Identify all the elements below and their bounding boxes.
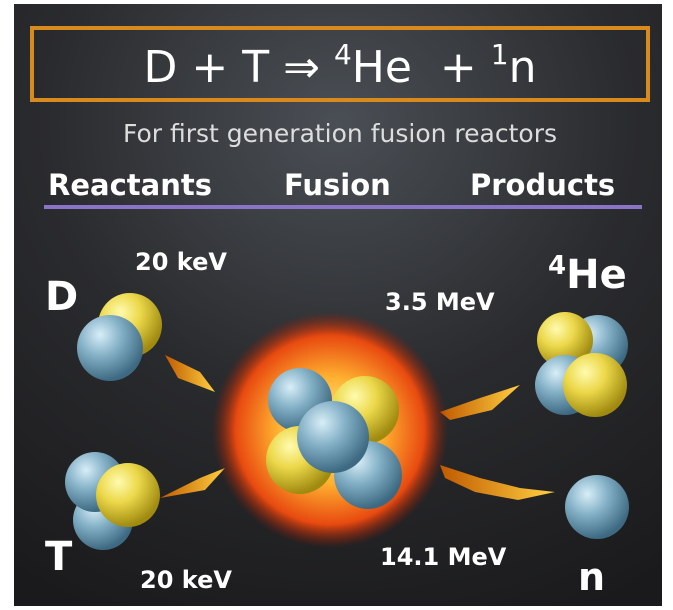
t-label: T — [45, 534, 73, 580]
header: Reactants — [48, 168, 212, 202]
header: Products — [470, 168, 615, 202]
text-part: He + — [352, 42, 491, 93]
text-part: D + T ⇒ — [144, 42, 334, 93]
deuterium — [77, 293, 162, 381]
text-part: He — [566, 252, 627, 298]
t-energy: 20 keV — [140, 566, 232, 594]
d-energy: 20 keV — [135, 248, 227, 276]
d-label: D — [45, 274, 78, 320]
he-energy: 3.5 MeV — [385, 288, 495, 316]
n-energy: 14.1 MeV — [380, 543, 507, 571]
subtitle: For first generation fusion reactors — [123, 119, 557, 148]
n-label: n — [578, 555, 605, 599]
neutron — [565, 475, 629, 539]
he-label: 4He — [548, 251, 627, 298]
header: Fusion — [284, 168, 391, 202]
text-part: 4 — [334, 38, 352, 71]
tritium — [65, 452, 160, 550]
fusion — [212, 312, 448, 548]
arrows — [160, 355, 555, 500]
equation: D + T ⇒ 4He + 1n — [144, 38, 537, 93]
text-part: n — [509, 42, 537, 93]
text-part: 4 — [548, 251, 566, 281]
text-part: 1 — [491, 38, 509, 71]
equation-box — [30, 26, 650, 102]
helium — [535, 312, 628, 417]
